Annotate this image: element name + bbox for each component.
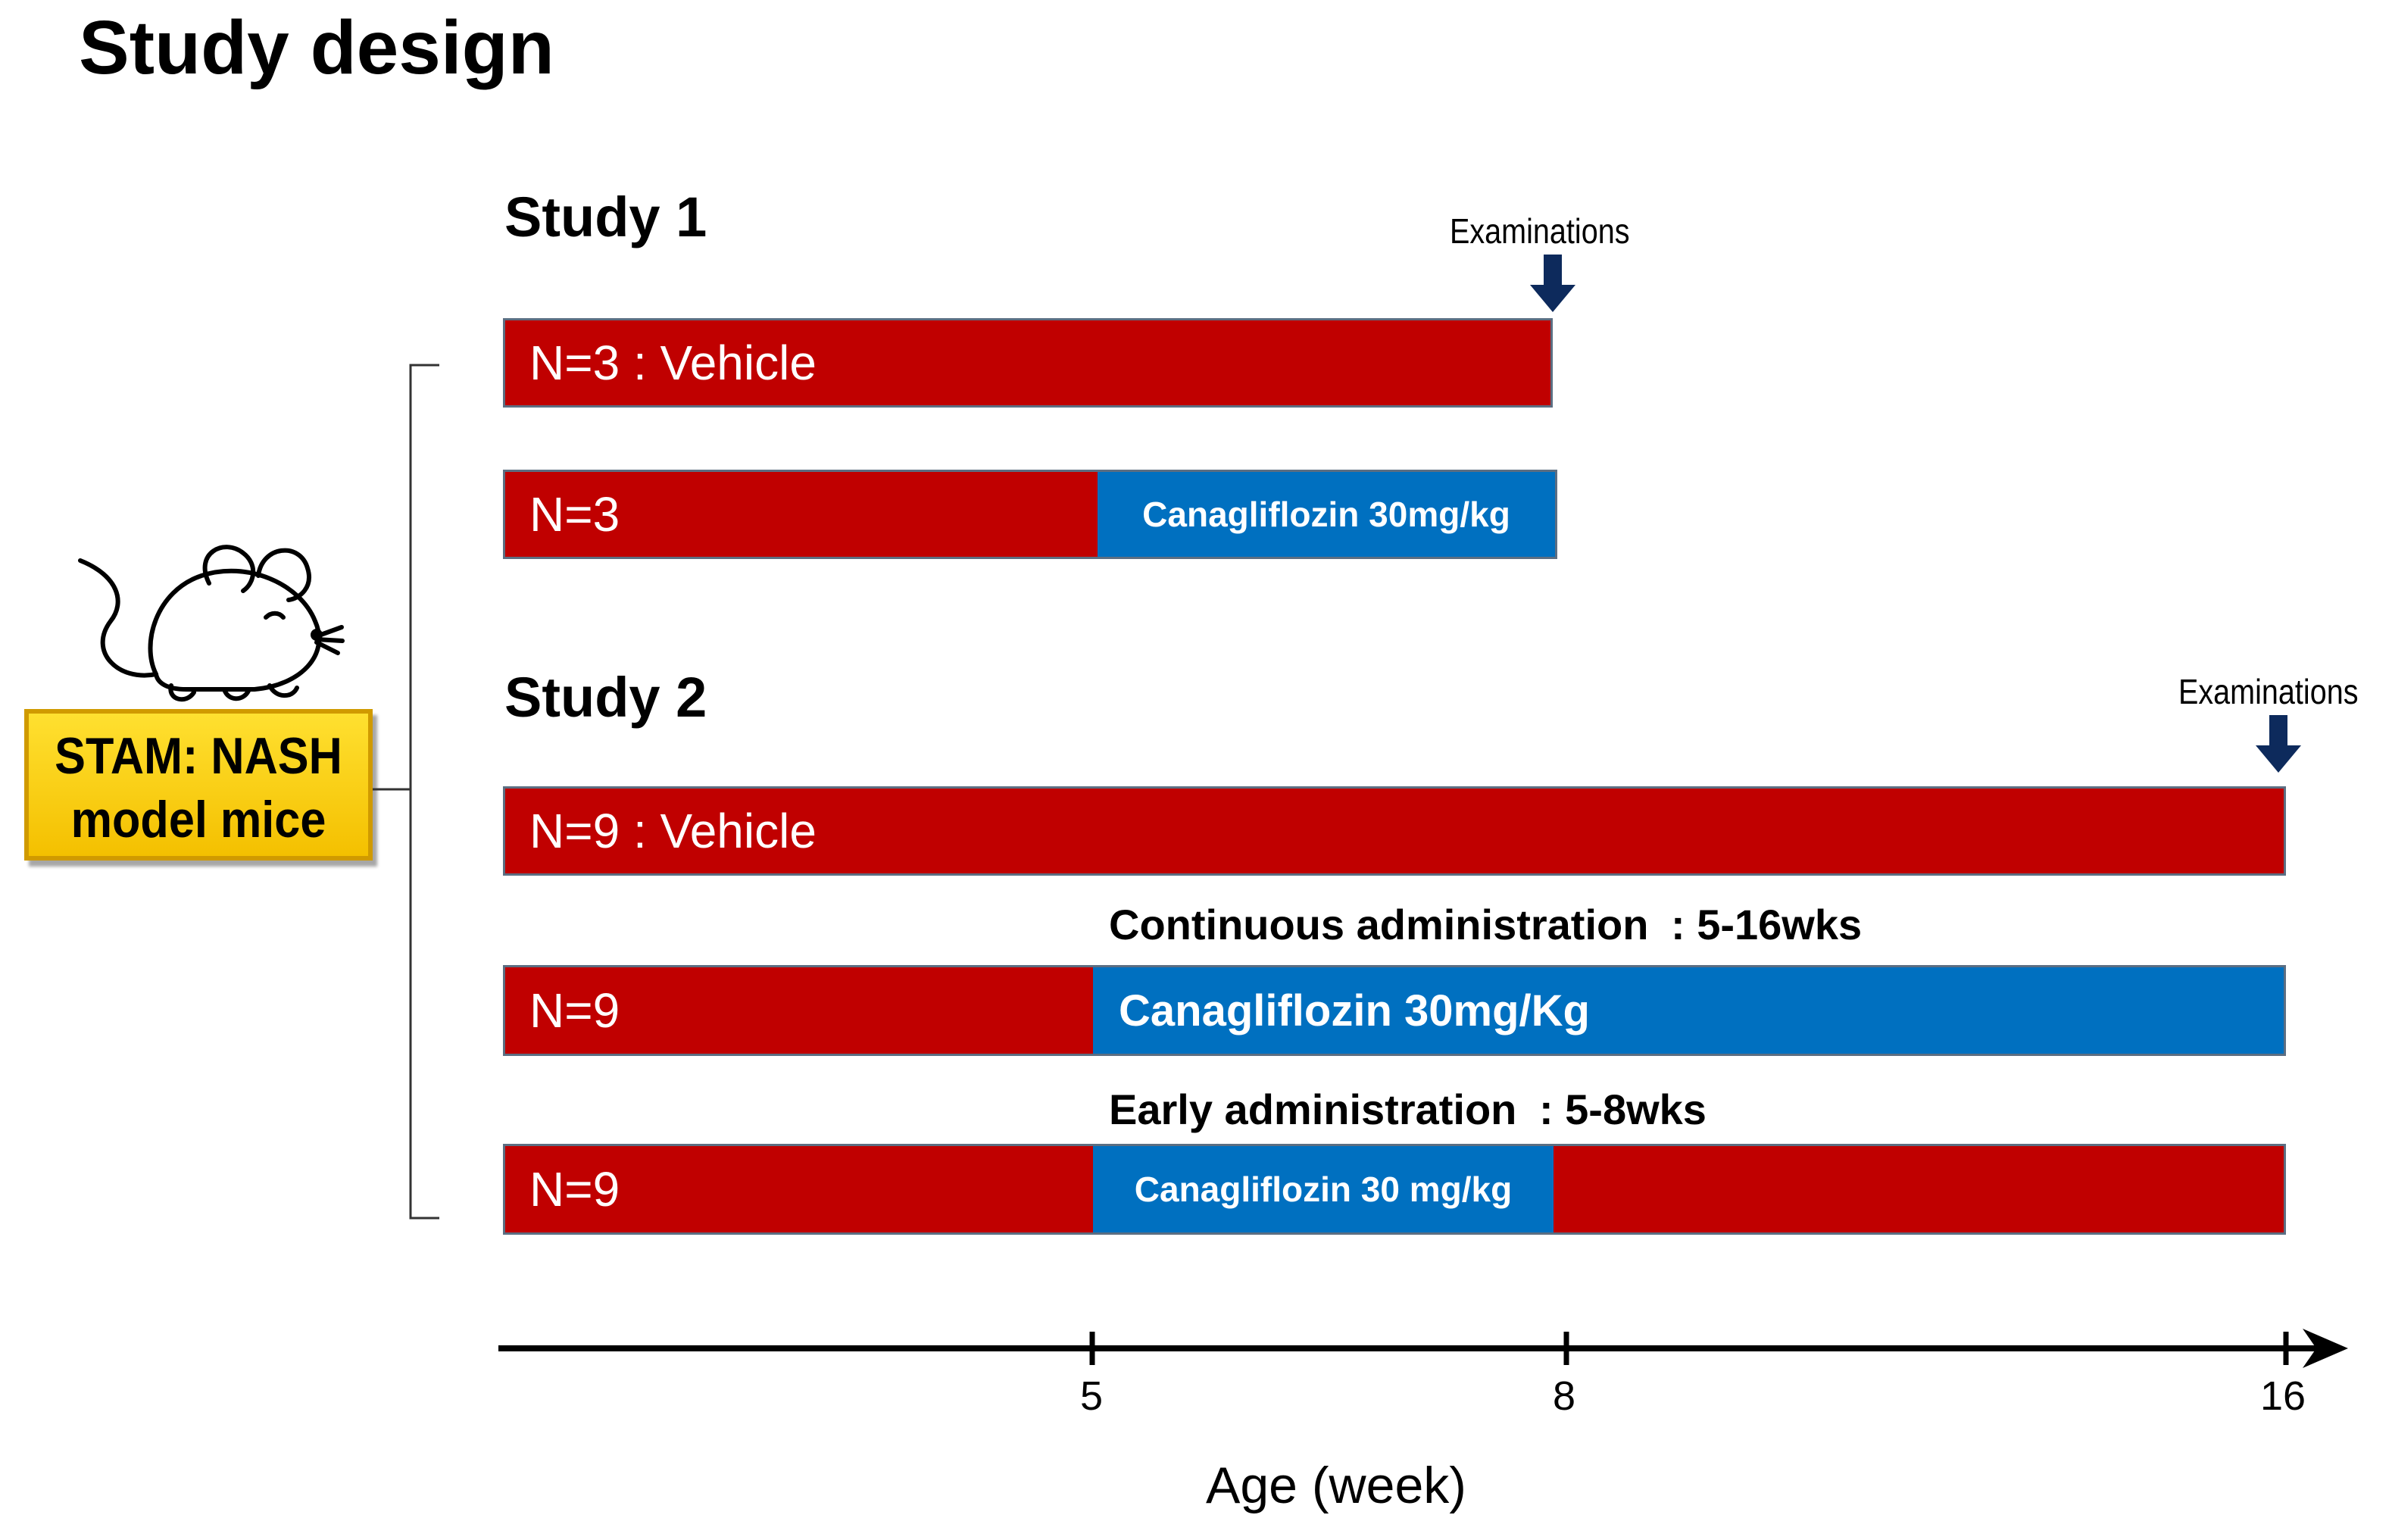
study-2-vehicle-bar: N=9 : Vehicle bbox=[503, 786, 2286, 876]
badge-line-2: model mice bbox=[70, 791, 326, 848]
study-1-vehicle-bar: N=3 : Vehicle bbox=[503, 318, 1553, 408]
continuous-administration-caption: Continuous administration : 5-16wks bbox=[1109, 900, 1862, 949]
study-1-group-label: N=3 bbox=[529, 487, 620, 542]
early-drug-label: Canagliflozin 30 mg/kg bbox=[1134, 1170, 1513, 1209]
continuous-drug-label: Canagliflozin 30mg/Kg bbox=[1119, 986, 1590, 1036]
drug-segment: Canagliflozin 30 mg/kg bbox=[1093, 1146, 1554, 1232]
early-group-label: N=9 bbox=[529, 1162, 620, 1217]
mouse-icon bbox=[78, 545, 345, 702]
study-1-label: Study 1 bbox=[504, 186, 707, 248]
study-2-examinations-label: Examinations bbox=[2178, 672, 2359, 711]
continuous-caption-main: Continuous administration bbox=[1109, 901, 1649, 948]
group-bracket bbox=[373, 364, 439, 1220]
drug-segment: Canagliflozin 30mg/Kg bbox=[1093, 967, 2284, 1054]
study-2-vehicle-text: N=9 : Vehicle bbox=[529, 804, 817, 858]
axis-title: Age (week) bbox=[1206, 1457, 1466, 1514]
study-2-down-arrow-icon bbox=[2256, 715, 2301, 773]
study-1-vehicle-text: N=3 : Vehicle bbox=[529, 336, 817, 390]
study-2-early-bar: N=9 Canagliflozin 30 mg/kg bbox=[503, 1144, 2286, 1235]
nash-model-badge: STAM: NASH model mice bbox=[24, 709, 373, 861]
page-title: Study design bbox=[79, 5, 554, 90]
continuous-group-label: N=9 bbox=[529, 983, 620, 1038]
pre-treatment-segment: N=9 bbox=[505, 1146, 1093, 1232]
post-treatment-segment bbox=[1554, 1146, 2284, 1232]
vehicle-segment: N=3 : Vehicle bbox=[505, 320, 1550, 405]
tick-label-5: 5 bbox=[1080, 1373, 1104, 1419]
pre-treatment-segment: N=3 bbox=[505, 472, 1098, 557]
axis-arrowhead bbox=[2303, 1329, 2348, 1368]
early-caption-range: : 5-8wks bbox=[1538, 1085, 1707, 1133]
age-axis bbox=[498, 1329, 2348, 1368]
vehicle-segment: N=9 : Vehicle bbox=[505, 789, 2284, 873]
tick-label-16: 16 bbox=[2260, 1373, 2306, 1419]
early-caption-main: Early administration bbox=[1109, 1085, 1517, 1133]
study-2-continuous-bar: N=9 Canagliflozin 30mg/Kg bbox=[503, 965, 2286, 1056]
study-1-drug-label: Canagliflozin 30mg/kg bbox=[1142, 495, 1510, 534]
continuous-caption-range: : 5-16wks bbox=[1670, 901, 1863, 948]
pre-treatment-segment: N=9 bbox=[505, 967, 1093, 1054]
drug-segment: Canagliflozin 30mg/kg bbox=[1098, 472, 1555, 557]
tick-label-8: 8 bbox=[1553, 1373, 1576, 1419]
study-1-examinations-label: Examinations bbox=[1450, 211, 1630, 251]
early-administration-caption: Early administration : 5-8wks bbox=[1109, 1085, 1707, 1134]
study-2-label: Study 2 bbox=[504, 666, 707, 729]
badge-line-1: STAM: NASH bbox=[55, 727, 342, 785]
study-1-treatment-bar: N=3 Canagliflozin 30mg/kg bbox=[503, 470, 1557, 559]
study-1-down-arrow-icon bbox=[1530, 255, 1575, 312]
